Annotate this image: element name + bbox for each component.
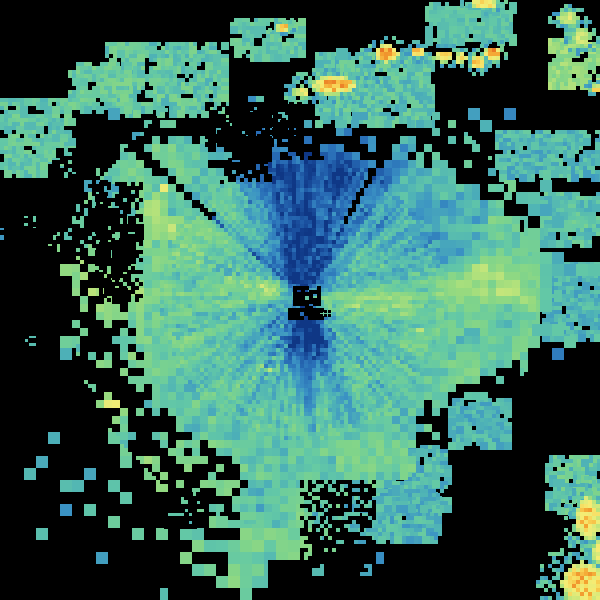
radar-display <box>0 0 600 600</box>
screen: { "meta": { "description": "Weather rada… <box>0 0 600 600</box>
radar-ppi-canvas <box>0 0 600 600</box>
